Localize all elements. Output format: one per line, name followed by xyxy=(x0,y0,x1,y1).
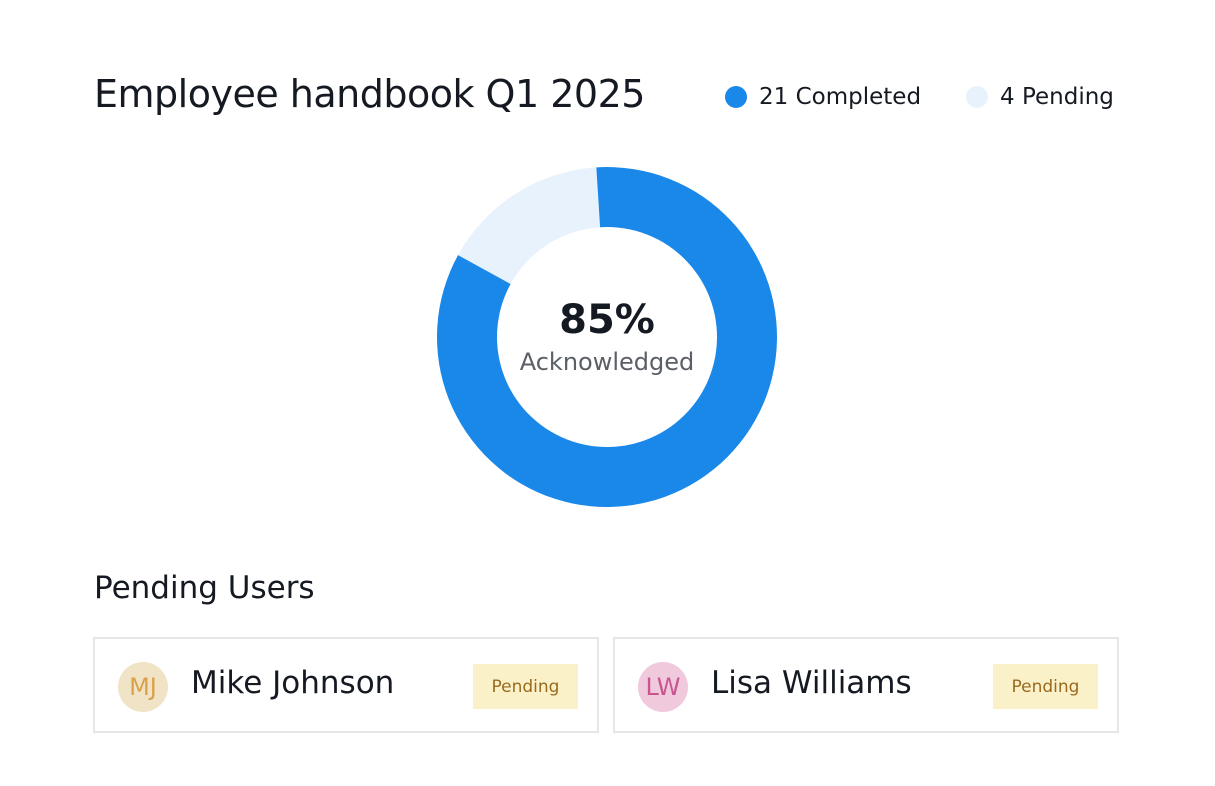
user-name: Mike Johnson xyxy=(191,665,395,701)
donut-slice xyxy=(458,167,601,285)
section-title: Pending Users xyxy=(94,570,315,606)
legend-item: 21 Completed xyxy=(725,84,921,110)
legend-value: 4 xyxy=(1000,84,1015,110)
avatar: LW xyxy=(638,662,688,712)
legend-marker xyxy=(725,86,747,108)
chart-title: Employee handbook Q1 2025 xyxy=(94,72,645,116)
status-badge: Pending xyxy=(473,664,578,709)
user-card[interactable]: LW Lisa Williams Pending xyxy=(613,637,1119,733)
legend-item: 4 Pending xyxy=(966,84,1114,110)
legend-label: Pending xyxy=(1021,84,1114,110)
donut-chart: 85% Acknowledged xyxy=(437,166,778,508)
center-caption: Acknowledged xyxy=(520,348,695,376)
status-badge: Pending xyxy=(993,664,1098,709)
center-value: 85% xyxy=(559,297,655,343)
avatar: MJ xyxy=(118,662,168,712)
user-card[interactable]: MJ Mike Johnson Pending xyxy=(93,637,599,733)
legend-value: 21 xyxy=(759,84,789,110)
legend-marker xyxy=(966,86,988,108)
user-name: Lisa Williams xyxy=(711,665,912,701)
donut-slice xyxy=(437,166,778,508)
legend-label: Completed xyxy=(795,84,922,110)
